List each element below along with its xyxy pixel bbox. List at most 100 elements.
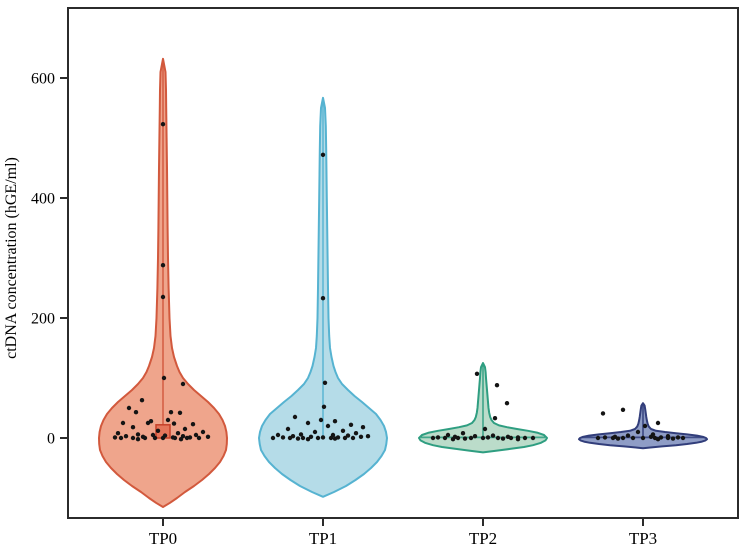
data-point-tp0 — [145, 420, 151, 426]
data-point-tp2 — [435, 435, 441, 440]
y-axis-label: ctDNA concentration (hGE/ml) — [3, 157, 20, 359]
x-category-label-tp1: TP1 — [309, 529, 337, 548]
data-point-tp3 — [602, 435, 608, 440]
data-point-tp1 — [321, 404, 327, 409]
data-point-tp1 — [325, 423, 331, 429]
data-point-tp1 — [318, 417, 324, 423]
data-point-tp2 — [504, 401, 510, 406]
data-point-tp2 — [460, 431, 466, 436]
data-point-tp2 — [482, 426, 488, 432]
data-point-tp3 — [625, 433, 631, 438]
data-point-tp2 — [494, 383, 500, 388]
data-point-tp1 — [295, 436, 301, 441]
data-point-tp3 — [640, 435, 646, 441]
data-point-tp3 — [655, 420, 661, 426]
data-point-tp2 — [500, 436, 506, 441]
data-point-tp1 — [328, 435, 334, 441]
data-point-tp3 — [620, 407, 626, 412]
data-point-tp3 — [675, 435, 681, 440]
data-point-tp1 — [332, 419, 338, 424]
data-point-tp0 — [182, 426, 188, 432]
data-point-tp3 — [635, 429, 641, 435]
data-point-tp0 — [177, 410, 183, 415]
data-point-tp0 — [196, 435, 202, 441]
data-point-tp1 — [360, 425, 366, 430]
data-point-tp2 — [472, 434, 478, 439]
data-point-tp2 — [455, 435, 461, 441]
data-point-tp2 — [450, 437, 456, 442]
y-tick-label: 600 — [31, 70, 55, 87]
data-point-tp0 — [171, 421, 177, 426]
data-point-tp0 — [205, 434, 211, 439]
data-point-tp1 — [305, 437, 311, 442]
data-point-tp1 — [287, 435, 293, 441]
data-point-tp0 — [193, 432, 199, 438]
data-point-tp0 — [175, 431, 181, 436]
data-point-tp2 — [468, 435, 474, 441]
data-point-tp2 — [462, 436, 468, 441]
data-point-tp2 — [492, 416, 498, 421]
data-point-tp0 — [133, 410, 139, 415]
data-point-tp0 — [178, 437, 184, 442]
data-point-tp1 — [270, 435, 276, 441]
data-point-tp1 — [298, 432, 304, 437]
data-point-tp0 — [160, 122, 166, 127]
data-point-tp2 — [508, 435, 514, 441]
data-point-tp2 — [490, 433, 496, 438]
data-point-tp3 — [648, 434, 654, 439]
data-point-tp0 — [200, 429, 206, 435]
data-point-tp3 — [620, 435, 626, 441]
data-point-tp1 — [280, 435, 286, 440]
data-point-tp3 — [615, 436, 621, 441]
data-point-tp1 — [292, 414, 298, 420]
data-point-tp2 — [522, 435, 528, 441]
data-point-tp2 — [515, 437, 521, 442]
data-point-tp3 — [665, 435, 671, 441]
data-point-tp2 — [442, 435, 448, 441]
data-point-tp2 — [485, 435, 491, 440]
data-point-tp0 — [135, 432, 141, 437]
data-point-tp1 — [365, 434, 371, 439]
data-point-tp1 — [305, 420, 311, 426]
data-point-tp3 — [595, 435, 601, 441]
data-point-tp2 — [495, 435, 501, 441]
plot-frame — [67, 7, 739, 519]
data-point-tp0 — [160, 435, 166, 441]
y-tick-label: 400 — [31, 190, 55, 207]
data-point-tp0 — [184, 435, 190, 441]
data-point-tp3 — [655, 437, 661, 442]
data-point-tp0 — [118, 435, 124, 441]
data-point-tp1 — [312, 429, 318, 435]
data-point-tp1 — [308, 434, 314, 439]
data-point-tp3 — [680, 435, 686, 441]
data-point-tp0 — [168, 410, 174, 415]
data-point-tp0 — [130, 435, 136, 441]
data-point-tp1 — [300, 435, 306, 441]
data-point-tp1 — [358, 434, 364, 439]
data-point-tp0 — [123, 434, 129, 439]
data-point-tp0 — [142, 435, 148, 441]
data-point-tp3 — [600, 411, 606, 416]
data-point-tp2 — [445, 432, 451, 438]
data-point-tp1 — [342, 435, 348, 441]
data-point-tp0 — [152, 435, 158, 441]
data-point-tp1 — [348, 422, 354, 427]
x-category-label-tp0: TP0 — [149, 529, 177, 548]
data-point-tp0 — [172, 435, 178, 441]
data-point-tp3 — [642, 423, 648, 429]
data-point-tp2 — [430, 435, 436, 441]
data-point-tp2 — [530, 435, 536, 441]
data-point-tp0 — [135, 437, 141, 442]
data-point-tp1 — [332, 436, 338, 441]
data-point-tp0 — [155, 428, 161, 433]
data-point-tp3 — [630, 435, 636, 441]
data-point-tp1 — [320, 435, 326, 440]
data-point-tp0 — [112, 435, 118, 440]
data-point-tp1 — [345, 433, 351, 438]
data-point-tp0 — [130, 425, 136, 430]
y-tick-label: 200 — [31, 310, 55, 327]
data-point-tp1 — [322, 380, 328, 385]
data-point-tp0 — [180, 381, 186, 387]
